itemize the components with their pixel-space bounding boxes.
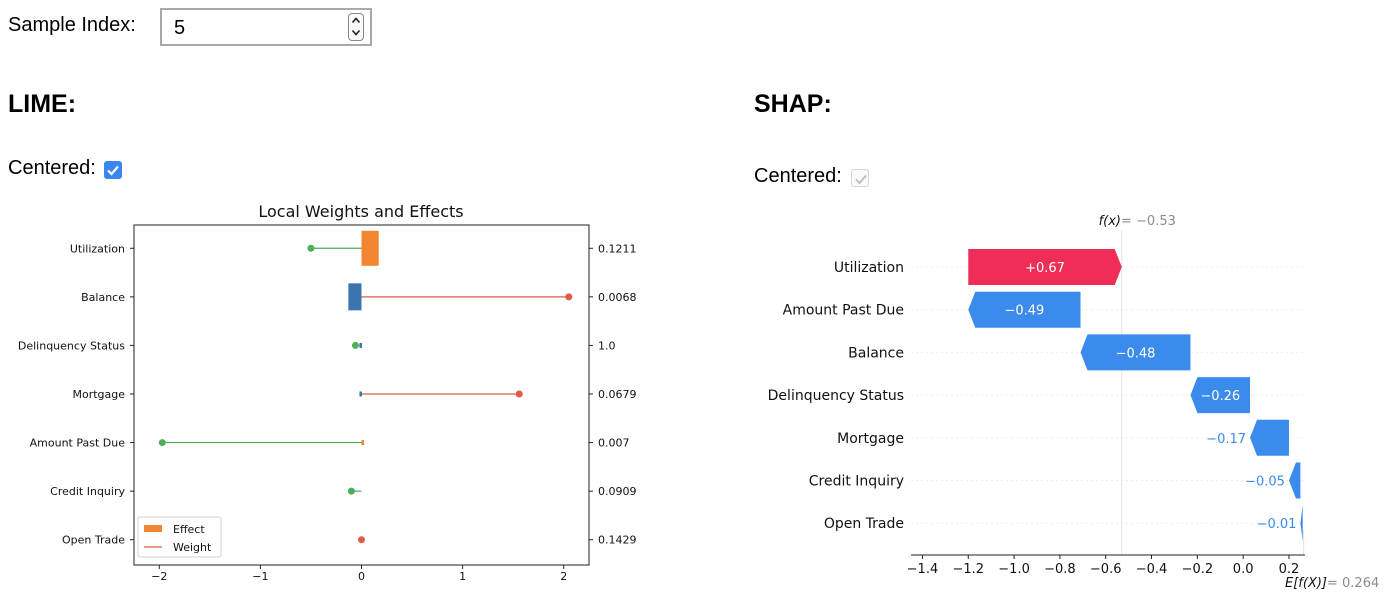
shap-bar-balance xyxy=(1080,334,1191,371)
lime-weight-value-amount-past-due: 0.007 xyxy=(598,437,630,450)
lime-weight-point-mortgage xyxy=(515,390,523,398)
legend-effect-label: Effect xyxy=(173,523,205,536)
shap-centered-checkbox[interactable] xyxy=(851,169,869,187)
shap-bar-credit-inquiry xyxy=(1288,462,1301,499)
lime-category-delinquency-status: Delinquency Status xyxy=(18,339,125,352)
shap-x-tick-label: −1.2 xyxy=(952,562,984,577)
lime-category-amount-past-due: Amount Past Due xyxy=(30,437,126,450)
shap-x-tick-label: −1.4 xyxy=(907,562,939,577)
shap-x-tick-label: 0.2 xyxy=(1279,562,1300,577)
stepper-up-icon[interactable] xyxy=(349,14,363,27)
lime-weight-point-open-trade xyxy=(358,536,365,544)
shap-category-open-trade: Open Trade xyxy=(824,516,904,532)
shap-value-label-utilization: +0.67 xyxy=(1025,261,1065,276)
legend-effect-swatch xyxy=(144,525,162,532)
shap-x-tick-label: −1.0 xyxy=(998,562,1030,577)
lime-weight-point-delinquency-status xyxy=(351,341,359,349)
lime-weight-value-delinquency-status: 1.0 xyxy=(598,339,616,352)
legend-weight-label: Weight xyxy=(173,541,212,554)
checkmark-icon xyxy=(855,174,867,185)
sample-index-input[interactable]: 5 xyxy=(160,8,372,46)
shap-value-label-balance: −0.48 xyxy=(1116,346,1156,361)
lime-weight-value-credit-inquiry: 0.0909 xyxy=(598,485,637,498)
lime-x-tick-label: 1 xyxy=(459,570,466,583)
shap-category-amount-past-due: Amount Past Due xyxy=(783,303,904,319)
shap-x-tick-label: 0.0 xyxy=(1233,562,1254,577)
lime-weight-value-open-trade: 0.1429 xyxy=(598,534,637,547)
shap-bar-amount-past-due xyxy=(968,291,1081,328)
lime-centered-checkbox[interactable] xyxy=(104,161,122,179)
lime-category-open-trade: Open Trade xyxy=(62,534,125,547)
shap-value-label-open-trade: −0.01 xyxy=(1257,517,1297,532)
sample-index-value: 5 xyxy=(174,17,186,39)
lime-effect-bar-amount-past-due xyxy=(361,440,364,446)
shap-x-tick-label: −0.6 xyxy=(1090,562,1122,577)
shap-x-tick-label: −0.2 xyxy=(1182,562,1214,577)
stepper-down-icon[interactable] xyxy=(349,27,363,40)
shap-value-label-amount-past-due: −0.49 xyxy=(1004,304,1044,319)
shap-bar-utilization xyxy=(968,249,1122,285)
lime-x-tick-label: 0 xyxy=(358,570,365,583)
lime-centered-label: Centered: xyxy=(8,157,96,179)
lime-x-tick-label: −1 xyxy=(252,570,268,583)
lime-effect-bar-utilization xyxy=(361,230,379,266)
shap-category-balance: Balance xyxy=(848,345,904,361)
shap-fx-value: = −0.53 xyxy=(1121,214,1176,229)
lime-category-utilization: Utilization xyxy=(70,242,125,255)
sample-index-stepper[interactable] xyxy=(348,13,364,41)
lime-weight-point-credit-inquiry xyxy=(347,487,355,495)
shap-chart: Utilization +0.67 Amount Past Due −0.49 Bala… xyxy=(768,214,1380,591)
lime-chart: Local Weights and Effects Utilization 0.1… xyxy=(18,202,637,583)
shap-category-mortgage: Mortgage xyxy=(837,431,904,447)
shap-category-delinquency-status: Delinquency Status xyxy=(768,388,904,404)
lime-chart-title: Local Weights and Effects xyxy=(258,202,463,221)
shap-fx-name: f(x) xyxy=(1099,214,1121,229)
lime-category-mortgage: Mortgage xyxy=(72,388,125,401)
shap-heading: SHAP: xyxy=(754,90,832,118)
shap-category-credit-inquiry: Credit Inquiry xyxy=(809,474,904,490)
sample-index-label: Sample Index: xyxy=(8,14,136,36)
lime-effect-bar-mortgage xyxy=(359,391,362,397)
shap-value-label-credit-inquiry: −0.05 xyxy=(1245,475,1285,490)
lime-weight-point-utilization xyxy=(307,244,315,252)
lime-heading: LIME: xyxy=(8,90,77,118)
shap-base-name: E[f(X)] xyxy=(1285,576,1327,591)
lime-weight-point-balance xyxy=(565,293,573,301)
shap-bar-open-trade xyxy=(1300,505,1303,542)
lime-effect-bar-delinquency-status xyxy=(359,342,362,348)
lime-weight-value-utilization: 0.1211 xyxy=(598,242,637,255)
lime-category-balance: Balance xyxy=(81,291,125,304)
shap-bar-delinquency-status xyxy=(1190,377,1251,414)
checkmark-icon xyxy=(107,165,119,176)
lime-weight-value-balance: 0.0068 xyxy=(598,291,637,304)
lime-weight-value-mortgage: 0.0679 xyxy=(598,388,637,401)
lime-x-tick-label: −2 xyxy=(151,570,167,583)
shap-bar-mortgage xyxy=(1250,419,1289,456)
shap-x-tick-label: −0.8 xyxy=(1044,562,1076,577)
shap-x-tick-label: −0.4 xyxy=(1136,562,1168,577)
lime-effect-bar-balance xyxy=(348,283,362,311)
shap-value-label-delinquency-status: −0.26 xyxy=(1200,389,1240,404)
lime-x-tick-label: 2 xyxy=(560,570,567,583)
shap-value-label-mortgage: −0.17 xyxy=(1206,432,1246,447)
shap-category-utilization: Utilization xyxy=(834,260,904,276)
shap-base-value: = 0.264 xyxy=(1327,576,1379,591)
lime-legend: Effect Weight xyxy=(137,516,222,558)
lime-weight-point-amount-past-due xyxy=(158,439,166,447)
lime-category-credit-inquiry: Credit Inquiry xyxy=(50,485,125,498)
shap-centered-label: Centered: xyxy=(754,165,842,187)
